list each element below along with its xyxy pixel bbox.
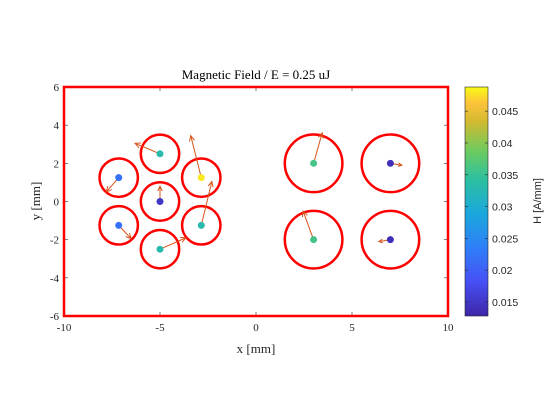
wire-circle	[139, 133, 181, 175]
field-arrow-shaft	[313, 132, 323, 164]
field-arrow-head	[301, 209, 308, 218]
wire-circle	[180, 157, 222, 199]
x-tick-label: 0	[253, 322, 259, 334]
x-tick-label: -5	[155, 322, 165, 334]
field-arrow-shaft	[302, 210, 315, 240]
colorbar: 0.015 0.02 0.025 0.03 0.035 0.04 0.045 H [A/mm…	[464, 86, 544, 317]
field-point	[115, 174, 123, 182]
x-tick-label: -10	[57, 322, 72, 334]
field-arrow-head	[189, 134, 195, 142]
wire-circle	[283, 133, 344, 194]
wire-circles	[98, 133, 421, 270]
x-tick-label: 10	[443, 322, 455, 334]
colorbar-tick-label: 0.035	[492, 170, 518, 182]
colorbar-tick-label: 0.025	[492, 233, 518, 245]
y-tick-label: -2	[50, 235, 59, 247]
field-arrow-head	[133, 142, 142, 149]
field-point	[197, 221, 205, 229]
boundary-rectangle	[62, 85, 450, 318]
field-point	[115, 221, 123, 229]
y-tick-label: 6	[54, 82, 60, 94]
wire-circle	[139, 181, 181, 222]
y-tick-label: 4	[54, 120, 60, 132]
field-point	[386, 159, 394, 167]
y-tick-label: 2	[54, 158, 60, 170]
field-arrow-head	[317, 131, 324, 139]
chart-title: Magnetic Field / E = 0.25 uJ	[182, 67, 331, 82]
colorbar-tick-label: 0.04	[492, 138, 513, 150]
y-tick-label: -4	[50, 273, 60, 285]
field-arrow-head	[397, 162, 404, 167]
y-ticks: -6 -4 -2 0 2 4 6	[50, 82, 448, 323]
plot-area: -10 -5 0 5 10 -6 -4 -2 0 2 4 6	[50, 82, 454, 334]
field-arrow-head	[105, 186, 112, 193]
wire-circle	[283, 209, 344, 270]
field-arrow-shaft	[190, 135, 202, 178]
wire-circle	[98, 204, 140, 246]
x-axis-label: x [mm]	[237, 341, 276, 356]
colorbar-ticks: 0.015 0.02 0.025 0.03 0.035 0.04 0.045	[465, 106, 518, 309]
colorbar-gradient	[464, 86, 489, 317]
colorbar-label: H [A/mm]	[532, 178, 544, 224]
y-tick-label: -6	[50, 311, 60, 323]
field-arrows	[105, 131, 404, 250]
field-arrow-head	[377, 238, 383, 244]
field-arrow-head	[125, 232, 132, 240]
axes-frame	[63, 86, 449, 317]
colorbar-tick-label: 0.03	[492, 202, 513, 214]
field-arrow-head	[157, 185, 163, 192]
y-tick-label: 0	[54, 197, 60, 209]
field-arrow-head	[207, 180, 214, 188]
wire-circle	[180, 204, 222, 246]
colorbar-tick-label: 0.02	[492, 265, 513, 277]
x-tick-label: 5	[349, 322, 355, 334]
field-point	[156, 245, 164, 253]
wire-circle	[98, 157, 140, 199]
field-arrow-shaft	[134, 142, 161, 155]
field-arrow-shaft	[200, 181, 213, 226]
wire-circle	[139, 228, 181, 270]
field-arrow-head	[179, 237, 187, 243]
field-point	[156, 150, 164, 158]
field-point	[310, 236, 318, 244]
field-point	[156, 198, 164, 205]
colorbar-tick-label: 0.015	[492, 297, 518, 309]
field-point	[310, 159, 318, 167]
field-arrow-shaft	[159, 237, 187, 250]
y-axis-label: y [mm]	[28, 182, 43, 221]
colorbar-tick-label: 0.045	[492, 106, 518, 118]
wire-circle	[360, 133, 421, 194]
field-point	[197, 174, 205, 182]
field-point	[386, 236, 394, 244]
field-points	[115, 150, 394, 253]
wire-circle	[360, 209, 421, 270]
